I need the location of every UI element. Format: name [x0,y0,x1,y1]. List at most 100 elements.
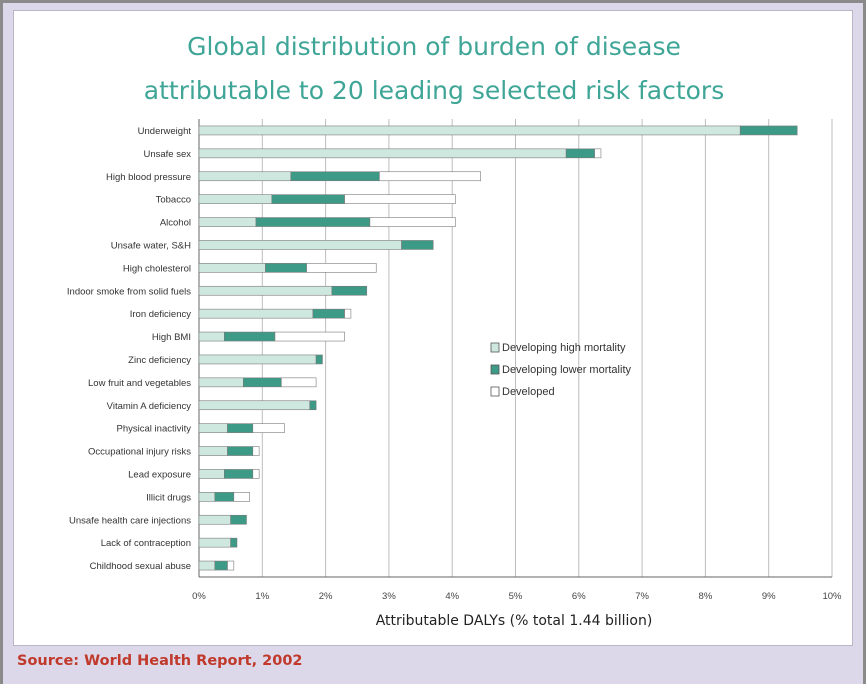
bar-segment [198,377,244,388]
legend-label: Developing high mortality [502,342,626,354]
bar-segment [230,514,247,525]
category-label: Unsafe sex [143,149,191,160]
legend-swatch [490,342,500,353]
bar-segment [198,285,333,296]
category-label: Lead exposure [128,469,191,480]
bar-segment [252,469,260,479]
x-tick-labels: 0% 1% 2% 3% 4% 5% 6% 7% 8% 9% 10% [192,591,842,602]
bar-segment [230,537,238,548]
bar-segment [198,308,314,319]
x-tick-label: 4% [445,591,459,602]
legend-label: Developing lower mortality [502,364,631,376]
legend-swatch [490,386,500,397]
bar-segment [369,217,456,227]
bar-segment [224,469,254,479]
legend-label: Developed [502,386,555,398]
x-tick-label: 0% [192,591,206,602]
bar-segment [252,423,285,433]
bar-segment [280,377,317,388]
bar-segment [198,446,228,456]
bar-segment [306,263,377,273]
bar-segment [739,125,798,136]
bar-segment [312,308,345,319]
bar-segment [271,194,345,204]
category-label: Indoor smoke from solid fuels [67,286,191,297]
source-caption: Source: World Health Report, 2002 [17,653,303,669]
category-label: Unsafe water, S&H [111,240,191,251]
bar-segment [594,148,602,159]
bar-segment [214,492,235,502]
bar-segment [224,331,276,342]
bar-segment [255,217,371,227]
bar-segment [401,240,434,250]
category-label: Low fruit and vegetables [88,378,191,389]
bar-segment [331,285,368,296]
bar-segment [198,423,228,433]
bar-segment [309,400,317,411]
legend-swatch [490,364,500,375]
category-label: Tobacco [156,195,191,206]
bar-segment [198,263,266,273]
category-label: Illicit drugs [146,492,191,503]
chart-title-line-2: attributable to 20 leading selected risk… [144,76,724,105]
bar-segment [198,560,216,571]
bar-segment [265,263,307,273]
category-label: Unsafe health care injections [69,515,191,526]
bar-segment [198,171,292,182]
bar-segment [227,560,235,571]
legend: Developing high mortality Developing lowe… [490,342,631,398]
bar-segment [198,125,741,136]
bar-segment [214,560,228,571]
burden-of-disease-chart: Global distribution of burden of disease… [67,32,842,629]
bar-segment [252,446,260,456]
bar-segment [315,354,323,365]
bar-segment [198,148,567,159]
category-label: High blood pressure [106,172,191,183]
x-tick-label: 1% [255,591,269,602]
bar-segment [198,469,225,479]
bar-segment [198,514,231,525]
x-tick-label: 9% [762,591,776,602]
x-tick-label: 5% [509,591,523,602]
bar-segment [198,537,231,548]
x-tick-label: 3% [382,591,396,602]
x-tick-label: 7% [635,591,649,602]
bar-segment [344,194,456,204]
bar-segment [198,240,402,250]
x-tick-label: 2% [319,591,333,602]
category-label: Lack of contraception [101,538,191,549]
bar-segment [198,492,216,502]
bar-segment [198,331,225,342]
category-label: Iron deficiency [130,309,192,320]
bar-segment [227,446,254,456]
category-label: High BMI [152,332,191,343]
category-label: High cholesterol [123,263,191,274]
x-tick-label: 8% [699,591,713,602]
category-label: Occupational injury risks [88,447,191,458]
x-tick-label: 10% [822,591,842,602]
bar-segment [233,492,250,502]
bar-segment [274,331,345,342]
chart-panel: Global distribution of burden of disease… [13,10,853,646]
category-label: Zinc deficiency [128,355,191,366]
category-label: Alcohol [160,218,191,229]
x-axis-label: Attributable DALYs (% total 1.44 billion… [376,613,653,629]
category-label: Physical inactivity [117,424,192,435]
bar-segment [344,308,352,319]
bar-segment [227,423,254,433]
bars [198,125,798,571]
bar-segment [243,377,282,388]
category-label: Childhood sexual abuse [90,561,191,572]
x-tick-label: 6% [572,591,586,602]
bar-segment [290,171,380,182]
bar-segment [198,400,311,411]
category-label: Vitamin A deficiency [107,401,192,412]
category-labels: Underweight Unsafe sex High blood pressure… [67,126,191,572]
bar-segment [198,217,257,227]
chart-title-line-1: Global distribution of burden of disease [187,32,681,61]
bar-segment [198,354,317,365]
bar-segment [565,148,595,159]
category-label: Underweight [138,126,192,137]
bar-segment [379,171,481,182]
